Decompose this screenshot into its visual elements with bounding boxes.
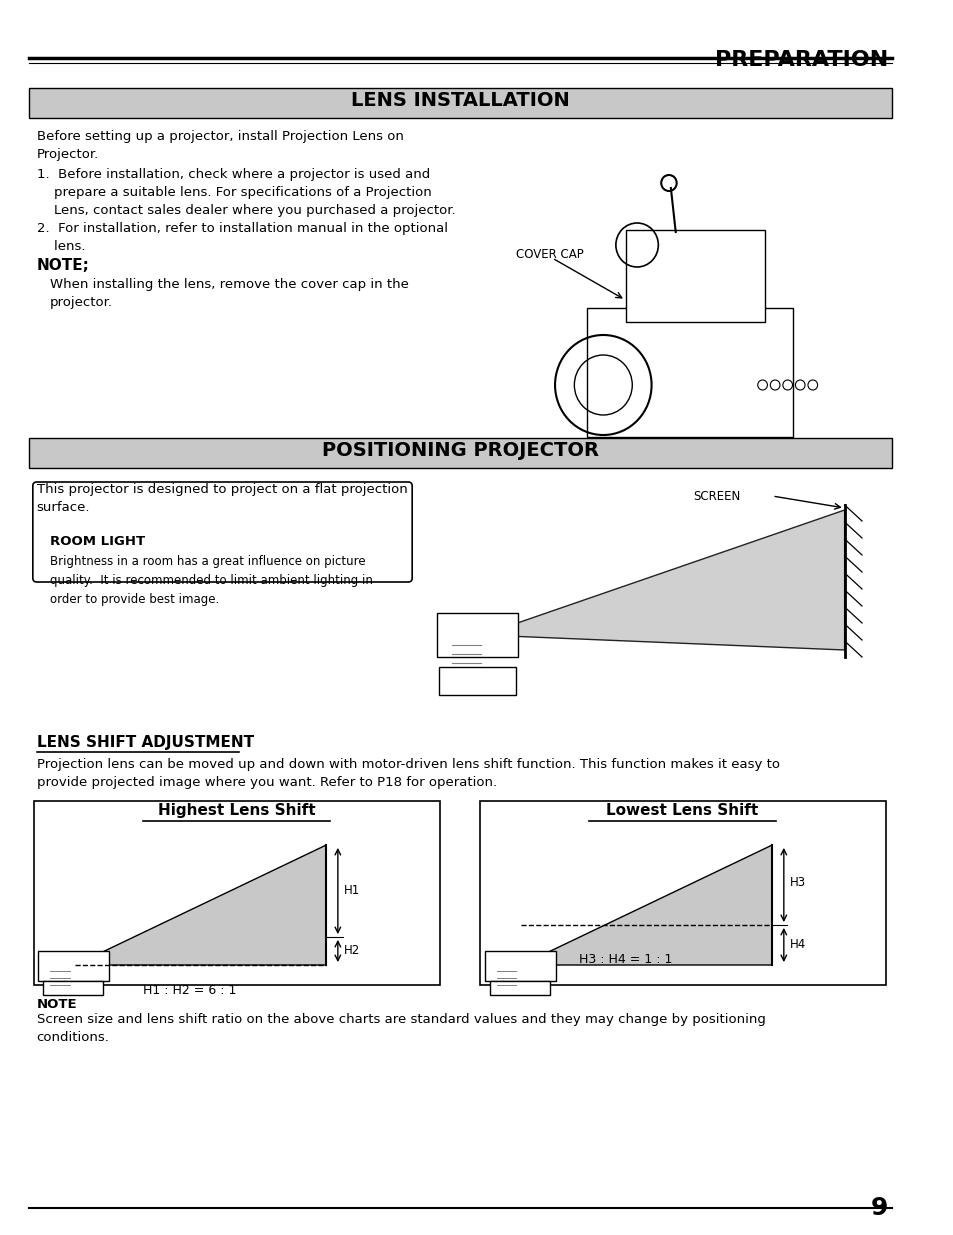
- FancyBboxPatch shape: [29, 88, 891, 119]
- FancyBboxPatch shape: [32, 482, 412, 582]
- FancyBboxPatch shape: [484, 951, 556, 981]
- Text: NOTE;: NOTE;: [36, 258, 90, 273]
- Text: When installing the lens, remove the cover cap in the
projector.: When installing the lens, remove the cov…: [51, 278, 409, 309]
- Text: H1: H1: [343, 883, 359, 897]
- Text: 2.  For installation, refer to installation manual in the optional
    lens.: 2. For installation, refer to installati…: [36, 222, 447, 253]
- Text: This projector is designed to project on a flat projection
surface.: This projector is designed to project on…: [36, 483, 407, 514]
- Text: 9: 9: [870, 1195, 887, 1220]
- Text: POSITIONING PROJECTOR: POSITIONING PROJECTOR: [321, 441, 598, 459]
- FancyBboxPatch shape: [44, 981, 103, 995]
- Text: H2: H2: [343, 945, 359, 957]
- FancyBboxPatch shape: [586, 308, 793, 437]
- Polygon shape: [520, 845, 771, 965]
- Text: 1.  Before installation, check where a projector is used and
    prepare a suita: 1. Before installation, check where a pr…: [36, 168, 455, 217]
- Text: COVER CAP: COVER CAP: [516, 248, 583, 261]
- Text: ROOM LIGHT: ROOM LIGHT: [51, 535, 145, 548]
- FancyBboxPatch shape: [490, 981, 550, 995]
- Text: H3 : H4 = 1 : 1: H3 : H4 = 1 : 1: [578, 953, 672, 966]
- Text: LENS SHIFT ADJUSTMENT: LENS SHIFT ADJUSTMENT: [36, 735, 253, 750]
- Text: H4: H4: [789, 939, 805, 951]
- Text: Highest Lens Shift: Highest Lens Shift: [157, 803, 315, 818]
- FancyBboxPatch shape: [479, 802, 885, 986]
- Text: PREPARATION: PREPARATION: [714, 49, 887, 70]
- Text: Before setting up a projector, install Projection Lens on
Projector.: Before setting up a projector, install P…: [36, 130, 403, 161]
- Text: LENS INSTALLATION: LENS INSTALLATION: [351, 90, 569, 110]
- FancyBboxPatch shape: [37, 951, 109, 981]
- Text: Projection lens can be moved up and down with motor-driven lens shift function. : Projection lens can be moved up and down…: [36, 758, 779, 789]
- Text: H1 : H2 = 6 : 1: H1 : H2 = 6 : 1: [143, 984, 236, 997]
- Polygon shape: [482, 510, 843, 650]
- FancyBboxPatch shape: [29, 438, 891, 468]
- FancyBboxPatch shape: [33, 802, 439, 986]
- Text: NOTE: NOTE: [36, 998, 77, 1011]
- Text: Screen size and lens shift ratio on the above charts are standard values and the: Screen size and lens shift ratio on the …: [36, 1013, 764, 1044]
- Text: Brightness in a room has a great influence on picture
quality.  It is recommende: Brightness in a room has a great influen…: [51, 555, 373, 606]
- Text: Lowest Lens Shift: Lowest Lens Shift: [606, 803, 758, 818]
- FancyBboxPatch shape: [438, 667, 516, 695]
- Text: H3: H3: [789, 876, 805, 888]
- Text: SCREEN: SCREEN: [693, 490, 740, 503]
- FancyBboxPatch shape: [625, 230, 763, 322]
- FancyBboxPatch shape: [436, 613, 517, 657]
- Polygon shape: [75, 845, 326, 965]
